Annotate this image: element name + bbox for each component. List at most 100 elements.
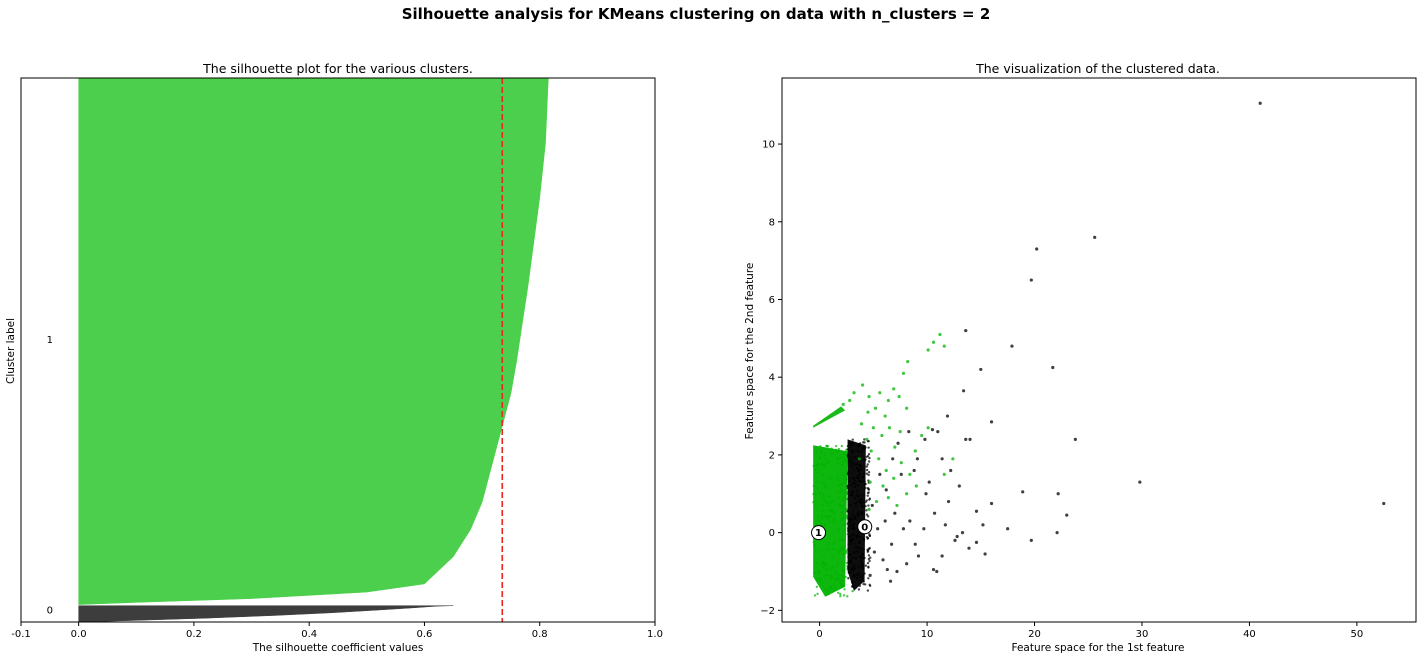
scatter-x-tick-label: 30 (1136, 629, 1149, 640)
cluster-1-point (866, 410, 870, 414)
scatter-y-tick-label: 4 (769, 373, 775, 384)
cluster-1-point (905, 406, 909, 410)
cluster-1-point (942, 344, 946, 348)
cluster-0-point (885, 567, 889, 572)
scatter-dense-regions (812, 406, 872, 598)
cluster-0-point (872, 550, 877, 554)
centroid-0-label: 0 (861, 522, 868, 533)
cluster-0-point (1065, 513, 1069, 517)
cluster-1-point (895, 503, 899, 508)
cluster-1-point (867, 395, 871, 399)
cluster-0-point (953, 538, 957, 543)
cluster-1-point (914, 484, 918, 488)
cluster-1-point (893, 445, 897, 449)
cluster-1-point (886, 398, 890, 403)
cluster-0-point (1258, 101, 1262, 105)
cluster-0-point (891, 457, 895, 461)
cluster-0-point (924, 492, 928, 496)
cluster-1-point (951, 457, 955, 461)
cluster-1-point (892, 476, 896, 480)
cluster-0-point (936, 430, 940, 434)
cluster-0-point (913, 542, 917, 546)
cluster-centroids: 10 (811, 519, 873, 541)
cluster-1-point (926, 348, 930, 352)
cluster-1-point (873, 406, 878, 410)
cluster-0-point (932, 511, 937, 515)
cluster-0-point (1035, 247, 1039, 251)
cluster-0-point (949, 468, 953, 473)
cluster-0-point (967, 546, 971, 550)
cluster-0-point (1010, 344, 1014, 348)
cluster-1-point (926, 426, 930, 430)
cluster-0-point (940, 554, 944, 558)
cluster-1-point (887, 426, 892, 430)
cluster-1-point (886, 496, 890, 500)
scatter-x-tick-label: 40 (1243, 629, 1256, 640)
cluster-0-point (893, 511, 897, 515)
cluster-0-point (931, 567, 936, 572)
cluster-0-point (983, 552, 987, 556)
silhouette-x-tick-label: 1.0 (647, 629, 663, 640)
cluster-0-point (912, 468, 916, 473)
cluster-0-point (895, 569, 899, 574)
scatter-x-tick-label: 20 (1028, 629, 1041, 640)
cluster-0-point (981, 523, 985, 527)
cluster-0-point (960, 531, 965, 535)
cluster-0-point (957, 484, 961, 488)
cluster-0-point (878, 472, 882, 476)
cluster-0-point (916, 554, 921, 558)
cluster-0-point (870, 503, 874, 508)
cluster-1-point (848, 398, 852, 403)
silhouette-x-tick-label: 0.4 (301, 629, 317, 640)
cluster-0-point (979, 367, 983, 372)
silhouette-x-axis-label: The silhouette coefficient values (252, 642, 424, 654)
cluster-0-point (923, 437, 927, 441)
cluster-1-point (908, 472, 912, 476)
cluster-0-point (1029, 538, 1033, 543)
silhouette-x-tick-label: -0.1 (11, 629, 31, 640)
cluster-0-point (905, 562, 909, 566)
centroid-1-label: 1 (815, 528, 822, 539)
scatter-y-tick-label: 10 (762, 140, 775, 151)
cluster-1-point (881, 484, 885, 488)
cluster-0-point (907, 430, 911, 434)
scatter-plot-title: The visualization of the clustered data. (975, 61, 1220, 76)
silhouette-y-axis-label: Cluster label (5, 318, 17, 384)
cluster-1-point (869, 449, 873, 453)
cluster-1-point (859, 422, 864, 426)
cluster-0-point (989, 420, 994, 424)
cluster-0-dense-region (846, 438, 872, 592)
cluster-0-point (927, 480, 931, 484)
scatter-y-axis-label: Feature space for the 2nd feature (744, 263, 756, 440)
cluster-0-point (1021, 490, 1025, 494)
cluster-0-point (974, 540, 979, 544)
cluster-0-point (964, 437, 968, 441)
scatter-y-tick-label: 6 (769, 295, 775, 306)
scatter-y-tick-label: 8 (769, 217, 775, 228)
silhouette-cluster-1-area (78, 78, 549, 605)
cluster-1-point (931, 340, 936, 344)
cluster-0-point (1029, 278, 1033, 282)
scatter-x-axis-label: Feature space for the 1st feature (1011, 642, 1184, 654)
cluster-1-point (897, 395, 901, 399)
centroid-0: 0 (857, 519, 873, 535)
cluster-0-point (1073, 437, 1077, 441)
scatter-x-tick-label: 50 (1351, 629, 1364, 640)
cluster-1-point (867, 507, 871, 511)
cluster-0-point (901, 527, 906, 531)
scatter-points (841, 101, 1386, 583)
cluster-0-point (1055, 531, 1059, 535)
cluster-1-point (871, 426, 875, 430)
cluster-0-point (896, 441, 900, 445)
cluster-1-point (868, 480, 872, 484)
cluster-0-point (930, 428, 935, 432)
centroid-1: 1 (811, 525, 827, 541)
cluster-0-point (922, 527, 926, 531)
cluster-0-point (883, 519, 887, 523)
cluster-0-point (1006, 527, 1010, 531)
silhouette-cluster-label-0: 0 (47, 605, 53, 616)
cluster-0-point (1051, 365, 1055, 370)
cluster-1-point (898, 430, 902, 434)
cluster-1-point (906, 360, 910, 364)
